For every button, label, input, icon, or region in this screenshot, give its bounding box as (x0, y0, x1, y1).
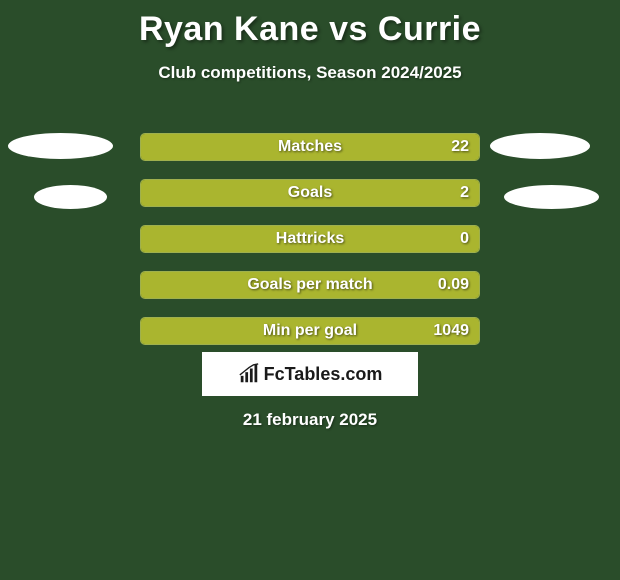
stat-row: Min per goal 1049 (140, 317, 480, 345)
fctables-logo: FcTables.com (202, 352, 418, 396)
stat-label: Goals per match (247, 276, 372, 294)
player-ellipse (504, 185, 599, 209)
stat-value: 0.09 (438, 276, 469, 294)
page-title: Ryan Kane vs Currie (0, 0, 620, 49)
logo-text: FcTables.com (264, 364, 383, 385)
stat-label: Matches (278, 138, 342, 156)
stat-value: 0 (460, 230, 469, 248)
player-ellipse (490, 133, 590, 159)
stat-value: 1049 (433, 322, 469, 340)
player-ellipse (34, 185, 107, 209)
stat-row: Hattricks 0 (140, 225, 480, 253)
stat-value: 22 (451, 138, 469, 156)
chart-icon (238, 363, 260, 385)
stat-row: Goals per match 0.09 (140, 271, 480, 299)
stat-row: Matches 22 (140, 133, 480, 161)
stat-row: Goals 2 (140, 179, 480, 207)
stats-chart: Matches 22 Goals 2 Hattricks 0 Goals per match… (0, 115, 620, 355)
date-text: 21 february 2025 (0, 410, 620, 430)
stat-value: 2 (460, 184, 469, 202)
subtitle: Club competitions, Season 2024/2025 (0, 63, 620, 83)
stat-label: Goals (288, 184, 332, 202)
stat-label: Min per goal (263, 322, 357, 340)
player-ellipse (8, 133, 113, 159)
stat-label: Hattricks (276, 230, 344, 248)
